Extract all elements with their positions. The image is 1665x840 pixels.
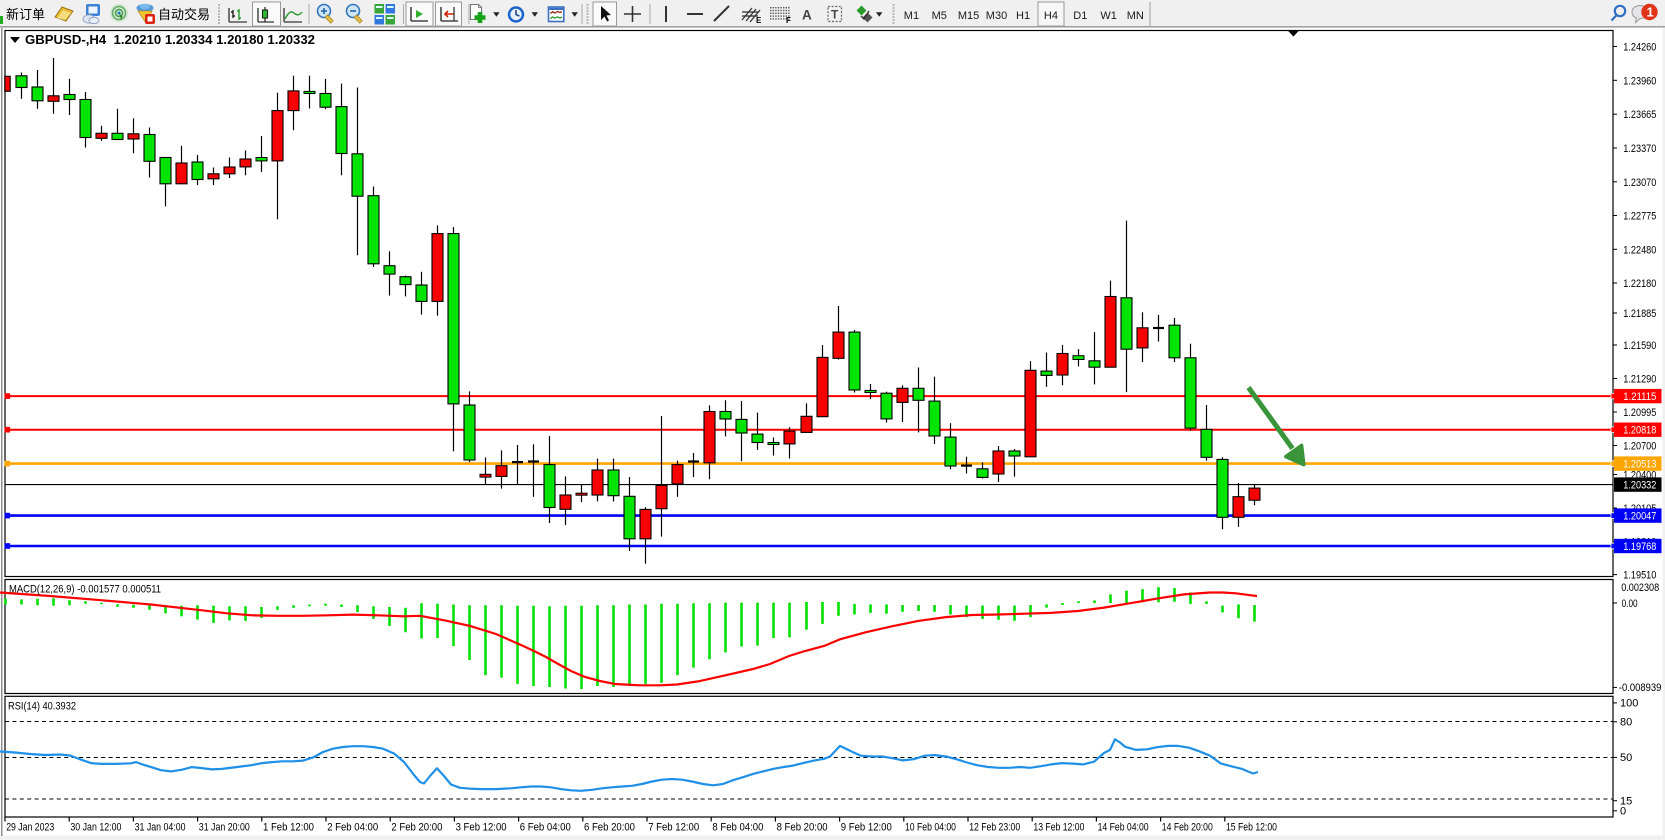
svg-text:2 Feb 20:00: 2 Feb 20:00 <box>391 821 442 833</box>
svg-text:1.22180: 1.22180 <box>1623 278 1656 290</box>
svg-text:1.19768: 1.19768 <box>1623 541 1656 553</box>
svg-text:1.22775: 1.22775 <box>1623 211 1656 223</box>
svg-text:RSI(14) 40.3932: RSI(14) 40.3932 <box>8 701 76 713</box>
svg-text:15 Feb 12:00: 15 Feb 12:00 <box>1226 821 1277 833</box>
svg-text:31 Jan 04:00: 31 Jan 04:00 <box>135 821 186 833</box>
svg-text:E: E <box>756 16 762 25</box>
svg-text:M5: M5 <box>932 10 947 22</box>
svg-text:1.23370: 1.23370 <box>1623 143 1656 155</box>
svg-text:13 Feb 12:00: 13 Feb 12:00 <box>1033 821 1084 833</box>
svg-text:F: F <box>786 16 791 25</box>
svg-text:MN: MN <box>1127 10 1144 22</box>
svg-text:100: 100 <box>1620 698 1638 710</box>
svg-text:1: 1 <box>1647 5 1654 20</box>
svg-text:A: A <box>802 8 812 23</box>
svg-text:80: 80 <box>1620 717 1632 729</box>
svg-text:50: 50 <box>1620 752 1632 764</box>
svg-text:29 Jan 2023: 29 Jan 2023 <box>6 821 54 833</box>
svg-text:1.20332: 1.20332 <box>1623 480 1656 492</box>
svg-text:1.22480: 1.22480 <box>1623 244 1656 256</box>
svg-text:1.21590: 1.21590 <box>1623 340 1656 352</box>
svg-text:14 Feb 20:00: 14 Feb 20:00 <box>1162 821 1213 833</box>
svg-text:1.20995: 1.20995 <box>1623 407 1656 419</box>
svg-text:0.00: 0.00 <box>1622 598 1638 610</box>
svg-text:31 Jan 20:00: 31 Jan 20:00 <box>199 821 250 833</box>
svg-text:1.21290: 1.21290 <box>1623 374 1656 386</box>
svg-text:1.20047: 1.20047 <box>1623 511 1656 523</box>
svg-text:6 Feb 04:00: 6 Feb 04:00 <box>520 821 571 833</box>
svg-text:M15: M15 <box>958 10 979 22</box>
svg-text:0.002308: 0.002308 <box>1621 582 1659 594</box>
svg-text:12 Feb 23:00: 12 Feb 23:00 <box>969 821 1020 833</box>
svg-text:7 Feb 12:00: 7 Feb 12:00 <box>648 821 699 833</box>
svg-text:GBPUSD-,H4 1.20210 1.20334 1.: GBPUSD-,H4 1.20210 1.20334 1.20180 1.203… <box>25 32 315 47</box>
svg-text:1.21115: 1.21115 <box>1623 391 1656 403</box>
svg-text:8 Feb 04:00: 8 Feb 04:00 <box>712 821 763 833</box>
svg-text:MACD(12,26,9) -0.001577 0.0005: MACD(12,26,9) -0.001577 0.000511 <box>9 584 161 596</box>
svg-text:M30: M30 <box>986 10 1007 22</box>
svg-text:30 Jan 12:00: 30 Jan 12:00 <box>70 821 121 833</box>
svg-text:1.23960: 1.23960 <box>1623 75 1656 87</box>
svg-text:1 Feb 12:00: 1 Feb 12:00 <box>263 821 314 833</box>
svg-text:T: T <box>831 8 839 22</box>
svg-text:1.20818: 1.20818 <box>1623 425 1656 437</box>
svg-text:8 Feb 20:00: 8 Feb 20:00 <box>777 821 828 833</box>
svg-text:14 Feb 04:00: 14 Feb 04:00 <box>1098 821 1149 833</box>
svg-text:M1: M1 <box>904 10 919 22</box>
svg-text:15: 15 <box>1620 796 1632 808</box>
svg-text:1.23665: 1.23665 <box>1623 109 1656 121</box>
svg-text:2 Feb 04:00: 2 Feb 04:00 <box>327 821 378 833</box>
svg-text:-0.008939: -0.008939 <box>1619 682 1662 694</box>
svg-text:W1: W1 <box>1100 10 1117 22</box>
svg-text:1.24260: 1.24260 <box>1623 42 1656 54</box>
svg-text:D1: D1 <box>1073 10 1087 22</box>
svg-text:1.20513: 1.20513 <box>1623 459 1656 471</box>
svg-text:1.23070: 1.23070 <box>1623 177 1656 189</box>
svg-text:H1: H1 <box>1016 10 1030 22</box>
svg-text:10 Feb 04:00: 10 Feb 04:00 <box>905 821 956 833</box>
svg-text:3 Feb 12:00: 3 Feb 12:00 <box>456 821 507 833</box>
svg-text:新订单: 新订单 <box>6 7 45 22</box>
svg-text:H4: H4 <box>1044 10 1058 22</box>
svg-text:1.20700: 1.20700 <box>1623 441 1656 453</box>
svg-text:9 Feb 12:00: 9 Feb 12:00 <box>841 821 892 833</box>
svg-text:1.19510: 1.19510 <box>1623 570 1656 582</box>
svg-text:1.21885: 1.21885 <box>1623 308 1656 320</box>
svg-text:自动交易: 自动交易 <box>158 7 210 22</box>
svg-text:6 Feb 20:00: 6 Feb 20:00 <box>584 821 635 833</box>
svg-text:0: 0 <box>1620 806 1626 818</box>
